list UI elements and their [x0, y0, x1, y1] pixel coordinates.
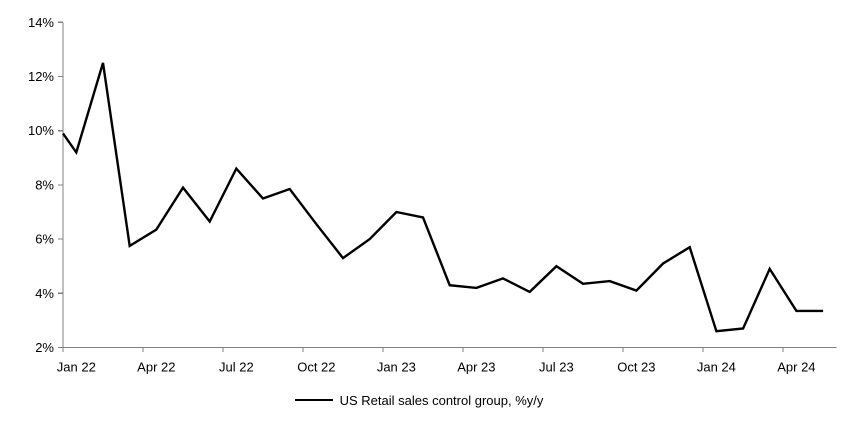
x-axis-tick-label: Jul 23: [539, 360, 574, 375]
x-axis-tick-label: Oct 22: [297, 360, 335, 375]
x-axis-tick-label: Jan 24: [697, 360, 736, 375]
x-axis-tick-label: Apr 24: [777, 360, 815, 375]
y-axis-tick-label: 12%: [28, 69, 54, 84]
y-axis-tick-label: 10%: [28, 123, 54, 138]
y-axis-tick-label: 8%: [35, 177, 54, 192]
data-line-series: [62, 62, 824, 333]
y-axis-tick-label: 2%: [35, 340, 54, 355]
x-axis-tick-label: Oct 23: [617, 360, 655, 375]
legend: US Retail sales control group, %y/y: [0, 391, 838, 409]
y-axis-tick-label: 4%: [35, 286, 54, 301]
retail-sales-line-chart: 2% 4% 6% 8% 10% 12% 14% Jan 22 Apr 22 Jul 22 Oct 2…: [28, 15, 837, 375]
x-axis-tick-label: Jan 23: [377, 360, 416, 375]
x-axis-tick-label: Jan 22: [57, 360, 96, 375]
x-axis-tick-label: Jul 22: [219, 360, 254, 375]
legend-line-sample: [294, 399, 333, 401]
y-axis-tick-label: 14%: [28, 15, 54, 30]
legend-label: US Retail sales control group, %y/y: [339, 392, 544, 408]
x-axis-tick-label: Apr 23: [457, 360, 495, 375]
x-axis-tick-label: Apr 22: [137, 360, 175, 375]
y-axis-tick-label: 6%: [35, 232, 54, 247]
